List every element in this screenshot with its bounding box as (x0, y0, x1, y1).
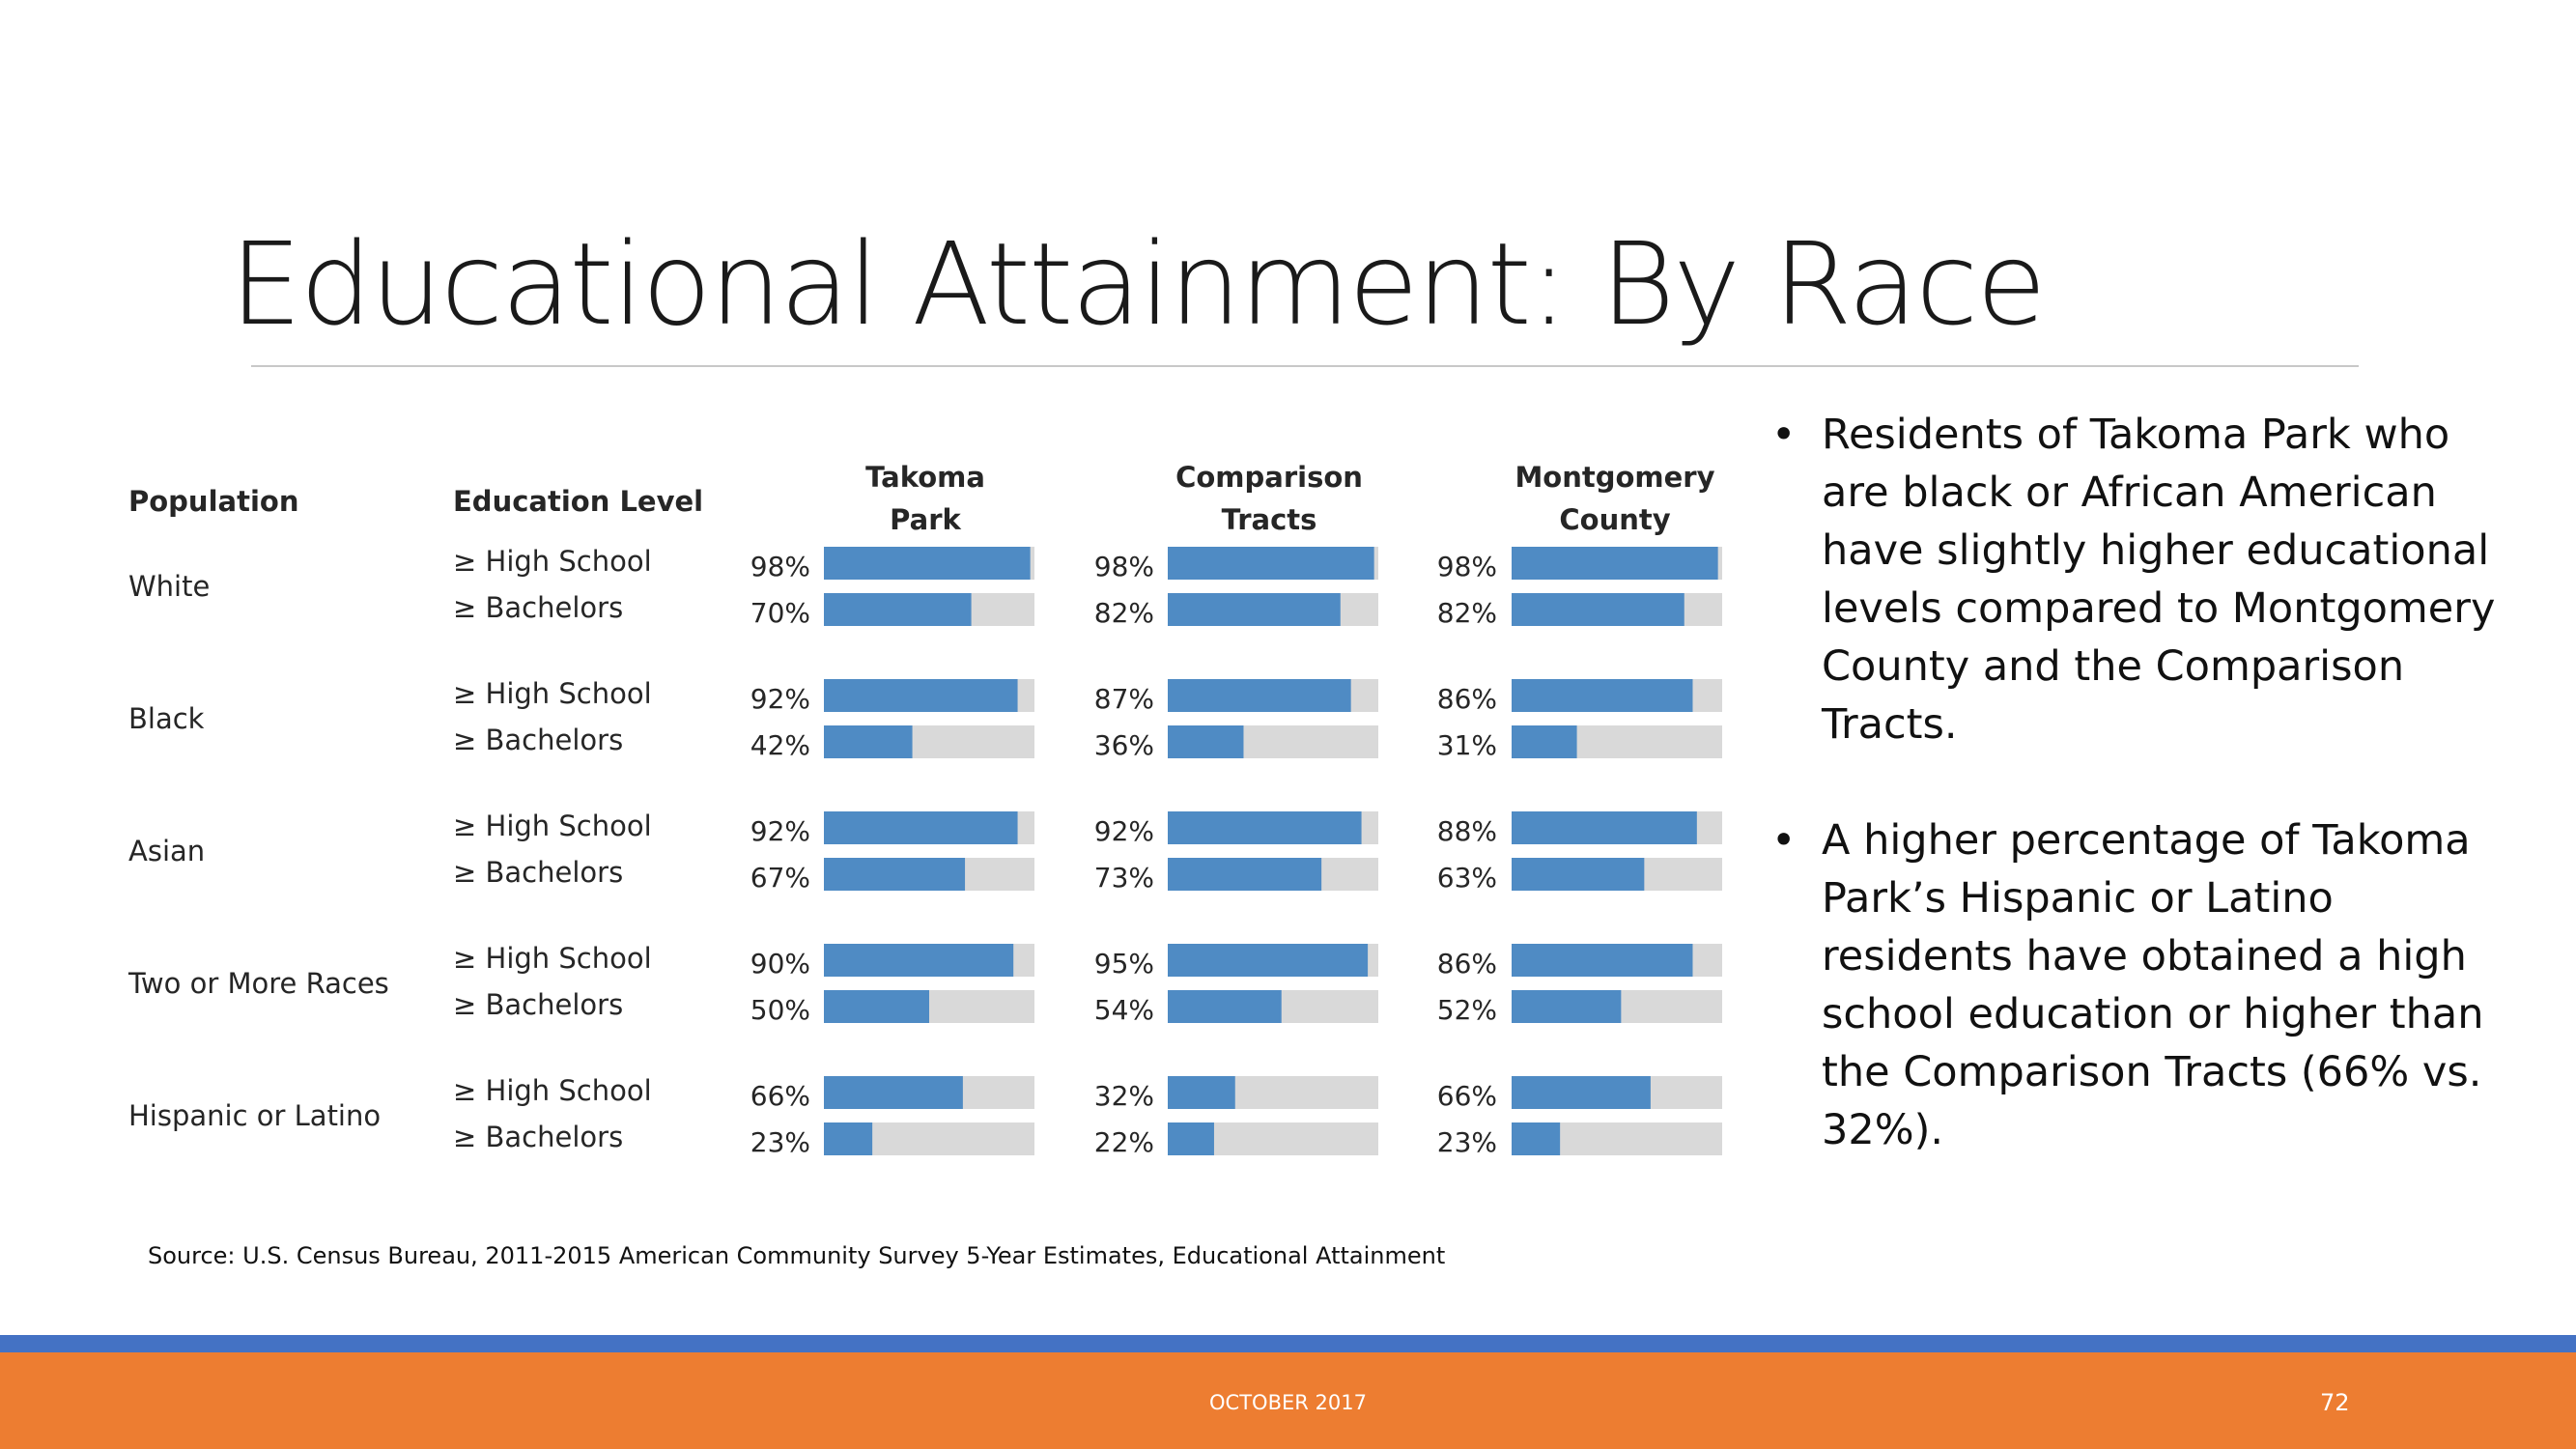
education-level-label: ≥ High School (453, 545, 652, 578)
value-label: 88% (1437, 815, 1497, 847)
column-header: Comparison (1175, 461, 1363, 494)
bar (824, 858, 966, 891)
column-header: Takoma (865, 461, 985, 494)
bar (824, 679, 1018, 712)
education-level-label: ≥ High School (453, 810, 652, 842)
bar (824, 725, 913, 758)
value-label: 22% (1094, 1126, 1154, 1158)
commentary-list: • Residents of Takoma Park who are black… (1768, 406, 2521, 1217)
education-level-label: ≥ Bachelors (453, 724, 623, 756)
bar (824, 547, 1031, 580)
population-label: Hispanic or Latino (128, 1099, 381, 1132)
bar (1512, 1076, 1651, 1109)
bullet-icon: • (1771, 816, 1797, 865)
bar (824, 1076, 963, 1109)
column-header: Tracts (1222, 503, 1317, 536)
bar (824, 1122, 873, 1155)
value-label: 98% (1094, 551, 1154, 582)
value-label: 92% (750, 683, 810, 715)
population-label: Asian (128, 835, 205, 867)
column-header: Park (890, 503, 961, 536)
value-label: 95% (1094, 948, 1154, 980)
bar (1168, 811, 1362, 844)
bar (1168, 593, 1341, 626)
value-label: 90% (750, 948, 810, 980)
bullet-text: Residents of Takoma Park who are black o… (1822, 411, 2496, 749)
attainment-chart: Population Education Level Takoma Park Compa… (127, 461, 1722, 1158)
education-level-label: ≥ High School (453, 1074, 652, 1107)
education-level-label: ≥ High School (453, 677, 652, 710)
bar (1168, 679, 1351, 712)
bar (1168, 1122, 1214, 1155)
value-label: 52% (1437, 994, 1497, 1026)
value-label: 23% (750, 1126, 810, 1158)
value-label: 86% (1437, 683, 1497, 715)
bar (1512, 547, 1718, 580)
education-level-label: ≥ Bachelors (453, 1121, 623, 1153)
value-label: 82% (1437, 597, 1497, 629)
education-level-label: ≥ Bachelors (453, 591, 623, 624)
value-label: 50% (750, 994, 810, 1026)
bar (1512, 990, 1622, 1023)
bar (824, 990, 929, 1023)
education-level-label: ≥ Bachelors (453, 988, 623, 1021)
bar (1168, 547, 1374, 580)
value-label: 67% (750, 862, 810, 894)
slide-title: Educational Attainment: By Race (230, 217, 2047, 351)
footer-band (0, 1352, 2576, 1449)
population-label: Black (128, 702, 205, 735)
footer-accent-band (0, 1335, 2576, 1352)
bar (1512, 1122, 1561, 1155)
value-label: 36% (1094, 729, 1154, 761)
page-number: 72 (2320, 1389, 2350, 1416)
bar (1512, 811, 1697, 844)
value-label: 98% (1437, 551, 1497, 582)
bullet-icon: • (1771, 411, 1797, 459)
bar (1512, 593, 1684, 626)
header-population: Population (128, 485, 298, 518)
bar (1512, 679, 1693, 712)
bar (1512, 725, 1577, 758)
column-header: Montgomery (1514, 461, 1714, 494)
bar (1168, 990, 1282, 1023)
education-level-label: ≥ Bachelors (453, 856, 623, 889)
population-label: White (128, 570, 210, 603)
bar (824, 811, 1018, 844)
value-label: 70% (750, 597, 810, 629)
bar (1168, 858, 1322, 891)
value-label: 98% (750, 551, 810, 582)
value-label: 82% (1094, 597, 1154, 629)
bullet-text: A higher percentage of Takoma Park’s His… (1822, 816, 2484, 1154)
commentary-bullet: • A higher percentage of Takoma Park’s H… (1768, 811, 2521, 1159)
value-label: 54% (1094, 994, 1154, 1026)
source-note: Source: U.S. Census Bureau, 2011-2015 Am… (148, 1242, 1446, 1269)
population-label: Two or More Races (127, 967, 389, 1000)
column-header: County (1559, 503, 1670, 536)
value-label: 66% (750, 1080, 810, 1112)
bar (1512, 944, 1693, 977)
value-label: 73% (1094, 862, 1154, 894)
value-label: 92% (1094, 815, 1154, 847)
bar (1168, 1076, 1235, 1109)
title-divider (251, 365, 2359, 367)
bar (824, 593, 972, 626)
bar (1512, 858, 1645, 891)
value-label: 31% (1437, 729, 1497, 761)
value-label: 87% (1094, 683, 1154, 715)
education-level-label: ≥ High School (453, 942, 652, 975)
bar (1168, 725, 1244, 758)
commentary-bullet: • Residents of Takoma Park who are black… (1768, 406, 2521, 753)
footer-date: OCTOBER 2017 (1209, 1391, 1367, 1414)
value-label: 23% (1437, 1126, 1497, 1158)
value-label: 32% (1094, 1080, 1154, 1112)
bar (1168, 944, 1369, 977)
value-label: 66% (1437, 1080, 1497, 1112)
header-education-level: Education Level (453, 485, 703, 518)
bar (824, 944, 1014, 977)
value-label: 63% (1437, 862, 1497, 894)
value-label: 92% (750, 815, 810, 847)
value-label: 42% (750, 729, 810, 761)
value-label: 86% (1437, 948, 1497, 980)
